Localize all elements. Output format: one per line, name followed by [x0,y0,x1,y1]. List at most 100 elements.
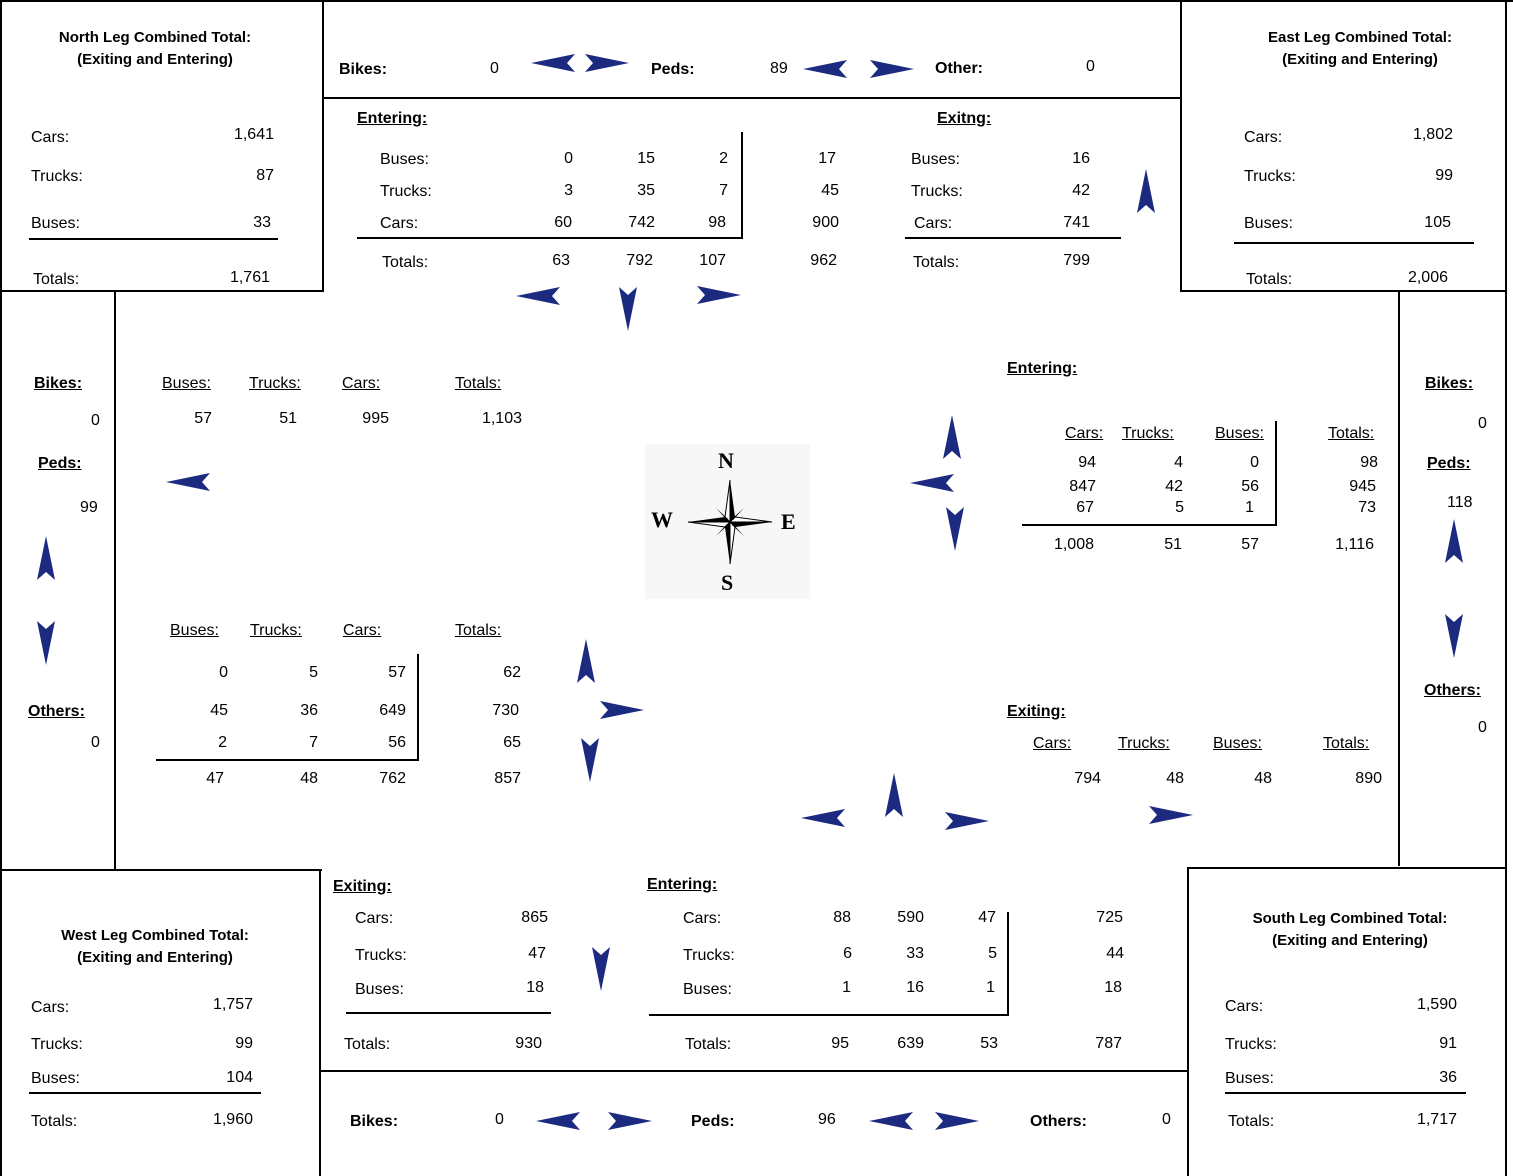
west-peds-label: Peds: [38,455,82,472]
compass-label-s: S [721,570,734,595]
west-exiting-trucks: 51 [279,410,297,427]
west-bikes-value: 0 [91,412,100,429]
north-entering-totals-label: Totals: [382,254,429,271]
east-entering-r2-buses: 56 [1241,478,1259,495]
west-in-down-arrow-icon [581,738,599,782]
south-entering-trucks-label: Trucks: [683,947,735,964]
north-entering-buses-label: Buses: [380,151,429,168]
south-bikes-label: Bikes: [350,1113,399,1130]
west-leg-buses-value: 104 [226,1069,253,1086]
north-entering-trucks-total: 45 [821,182,839,199]
west-entering-header-trucks: Trucks: [250,622,302,639]
west-bikes-label: Bikes: [34,375,83,392]
north-ped-left-arrow-icon [531,54,575,72]
west-entering-r2-trucks: 36 [300,702,318,719]
south-ped-right-arrow-icon [608,1112,652,1130]
compass-label-e: E [781,509,796,534]
east-entering-r3-trucks: 5 [1175,499,1184,516]
south-ped-left-arrow-icon-shape [536,1112,580,1130]
west-in-up-arrow-icon [577,639,595,683]
east-exit-right-arrow-icon [1149,806,1193,824]
north-leg-trucks-label: Trucks: [31,168,83,185]
south-exiting-totals-label: Totals: [344,1036,391,1053]
east-entering-header-trucks: Trucks: [1122,425,1174,442]
north-entering-totals-v2: 792 [626,252,653,269]
west-ped-down-arrow-icon [37,621,55,665]
south-in-right-arrow-icon [945,812,989,830]
north-leg-buses-label: Buses: [31,215,80,232]
west-entering-r1-trucks: 5 [309,664,318,681]
east-exiting-totals: 890 [1355,770,1382,787]
north-ped-left-arrow-icon-shape [531,54,575,72]
east-in-left-arrow-icon [910,474,954,492]
east-in-down-arrow-icon [946,507,964,551]
east-bikes-label: Bikes: [1425,375,1474,392]
north-entering-cars-total: 900 [812,214,839,231]
west-leg-trucks-value: 99 [235,1035,253,1052]
south-leg-trucks-label: Trucks: [1225,1036,1277,1053]
compass-rose: N S W E [645,444,810,599]
east-exiting-header-totals: Totals: [1323,735,1370,752]
north-ped-divider [324,97,1180,99]
east-entering-r2-trucks: 42 [1165,478,1183,495]
compass-point-ne [732,508,744,520]
nw-box-right [322,2,324,292]
north-exiting-underline [905,237,1121,239]
north-entering-totals-total: 962 [810,252,837,269]
south-entering-totals-v3: 53 [980,1035,998,1052]
west-leg-cars-value: 1,757 [212,996,253,1013]
east-ped-up-arrow-icon-shape [1445,519,1463,563]
west-entering-underline [156,759,419,761]
compass-star [687,479,773,565]
west-entering-tot-buses: 47 [206,770,224,787]
compass-point-nw [716,508,728,520]
west-entering-r2-cars: 649 [379,702,406,719]
east-exiting-header-cars: Cars: [1033,735,1072,752]
north-ped-right-arrow-icon-2 [870,60,914,78]
south-entering-vline [1007,912,1009,1016]
south-entering-totals-label: Totals: [685,1036,732,1053]
north-entering-totals-v3: 107 [699,252,726,269]
south-ped-right-arrow-icon-2 [935,1112,979,1130]
south-leg-title-line2: (Exiting and Entering) [1272,932,1428,949]
west-entering-r2-buses: 45 [210,702,228,719]
south-exiting-cars-value: 865 [521,909,548,926]
west-entering-r3-trucks: 7 [309,734,318,751]
east-entering-r2-cars: 847 [1069,478,1096,495]
compass-label-n: N [718,448,734,473]
south-entering-buses-v2: 16 [906,979,924,996]
north-entering-cars-v3: 98 [708,214,726,231]
south-peds-value: 96 [818,1111,836,1128]
north-ped-right-arrow-icon-shape [585,54,629,72]
south-exiting-buses-label: Buses: [355,981,404,998]
east-leg-title-line1: East Leg Combined Total: [1268,29,1452,46]
east-entering-header-cars: Cars: [1065,425,1104,442]
south-leg-buses-value: 36 [1439,1069,1457,1086]
frame-right-border [1505,0,1507,1176]
west-others-label: Others: [28,703,85,720]
south-leg-title-line1: South Leg Combined Total: [1252,910,1448,927]
north-leg-trucks-value: 87 [256,167,274,184]
west-exiting-header-totals: Totals: [455,375,502,392]
north-exiting-cars-label: Cars: [914,215,953,232]
south-exiting-totals-value: 930 [515,1035,542,1052]
south-leg-underline [1225,1092,1466,1094]
east-others-value: 0 [1478,719,1487,736]
east-strip-left [1398,292,1400,866]
south-leg-trucks-value: 91 [1439,1035,1457,1052]
north-entering-underline [357,237,743,239]
west-entering-r3-buses: 2 [218,734,227,751]
south-ped-right-arrow-icon-2-shape [935,1112,979,1130]
frame-left-border [0,0,2,1176]
west-peds-value: 99 [80,499,98,516]
south-in-up-arrow-icon [885,773,903,817]
north-in-down-arrow-icon [619,287,637,331]
south-entering-cars-v1: 88 [833,909,851,926]
compass-label-w: W [651,507,673,532]
compass-point-w-light [687,521,732,528]
east-leg-buses-label: Buses: [1244,215,1293,232]
west-entering-header-totals: Totals: [455,622,502,639]
sw-box-top [2,869,322,871]
west-exiting-header-cars: Cars: [342,375,381,392]
west-exiting-cars: 995 [362,410,389,427]
